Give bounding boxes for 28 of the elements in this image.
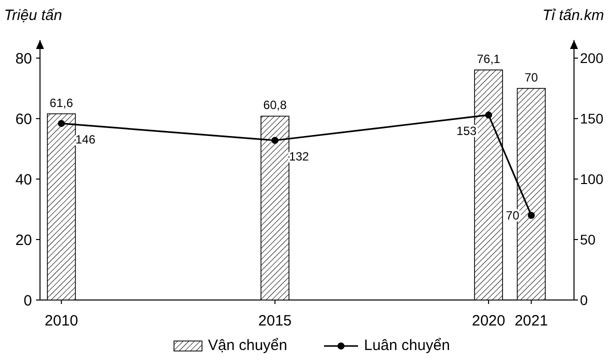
- y-tick-label: 40: [15, 171, 32, 188]
- legend-label: Vận chuyển: [208, 337, 288, 354]
- y2-axis-title: Tỉ tấn.km: [542, 7, 604, 24]
- point: [528, 212, 535, 219]
- y2-tick-label: 0: [580, 292, 588, 308]
- data-label: 146: [75, 132, 96, 146]
- y-tick-label: 60: [15, 110, 32, 128]
- x-tick-label: 2010: [44, 312, 78, 330]
- data-label: 60,8: [263, 98, 287, 112]
- legend-label: Luân chuyển: [364, 337, 450, 354]
- y-tick-label: 0: [24, 292, 32, 310]
- y2-tick-label: 200: [580, 50, 604, 66]
- data-label: 132: [288, 149, 310, 164]
- y2-tick-label: 150: [580, 110, 604, 127]
- y-tick-label: 80: [15, 50, 32, 68]
- data-label: 61,6: [50, 96, 74, 110]
- y2-tick-label: 50: [580, 231, 596, 248]
- y2-tick-label: 100: [580, 170, 604, 187]
- point: [485, 111, 492, 118]
- x-tick-label: 2015: [258, 312, 292, 330]
- x-tick-label: 2020: [472, 312, 506, 330]
- point: [58, 120, 65, 127]
- y-axis-title: Triệu tấn: [4, 7, 62, 24]
- x-tick-label: 2021: [514, 312, 548, 330]
- data-label: 70: [524, 70, 538, 84]
- data-label: 76,1: [476, 52, 501, 66]
- point: [271, 136, 278, 144]
- y-tick-label: 20: [15, 232, 32, 249]
